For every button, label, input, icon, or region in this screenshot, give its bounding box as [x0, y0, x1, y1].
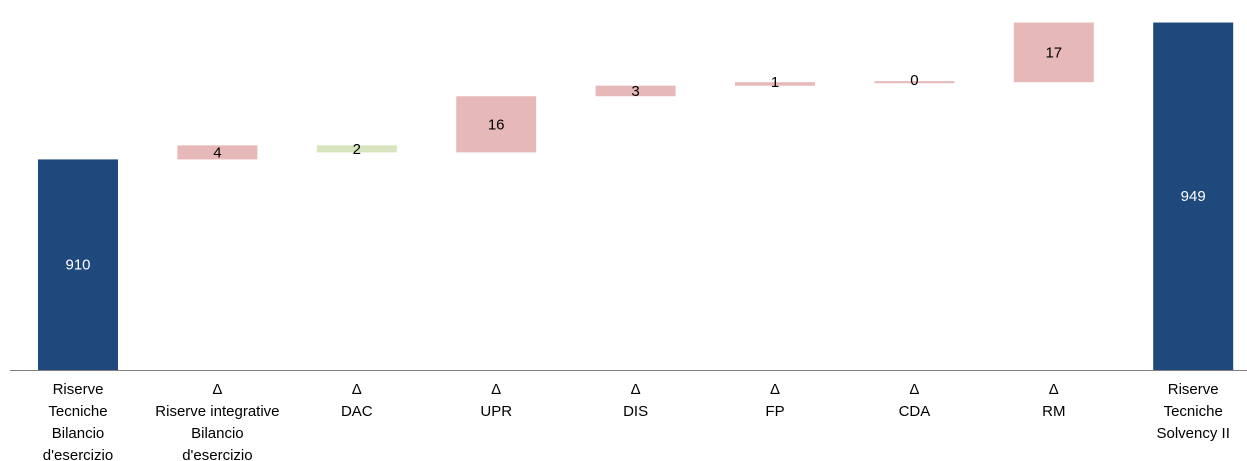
x-tick-label-line: Riserve integrative: [155, 403, 279, 420]
x-tick-label-line: Δ: [631, 381, 641, 398]
value-label: 2: [353, 141, 361, 158]
value-label: 1: [771, 74, 779, 91]
bar: [177, 145, 258, 160]
x-tick-label-line: FP: [765, 403, 784, 420]
x-tick-label-line: Bilancio: [52, 425, 105, 442]
x-tick-label-line: Solvency II: [1157, 425, 1230, 442]
bar: [735, 82, 815, 86]
x-tick-label-line: CDA: [899, 403, 931, 420]
value-label: 17: [1045, 44, 1062, 61]
bar: [595, 85, 676, 97]
bar: [38, 159, 118, 370]
x-tick-label: Riserve Tecniche Solvency II: [1157, 381, 1230, 442]
value-label: 949: [1181, 188, 1206, 205]
x-tick-label-line: Bilancio: [191, 425, 244, 442]
bar: [316, 145, 397, 153]
bar: [874, 81, 955, 84]
x-tick-label-line: Δ: [352, 381, 362, 398]
x-tick-label: Δ DAC: [341, 381, 373, 420]
x-tick-label-line: d'esercizio: [182, 447, 252, 461]
x-tick-label: Δ UPR: [480, 381, 512, 420]
x-tick-label: Δ CDA: [899, 381, 931, 420]
x-tick-label-line: Riserve: [1168, 381, 1219, 398]
x-tick-label-line: DIS: [623, 403, 648, 420]
x-tick-label-line: Δ: [1049, 381, 1059, 398]
x-tick-label-line: Δ: [770, 381, 780, 398]
value-label: 3: [631, 83, 639, 100]
x-tick-label-line: RM: [1042, 403, 1065, 420]
x-tick-label-line: UPR: [480, 403, 512, 420]
value-label: 0: [910, 72, 918, 89]
x-tick-label-line: Δ: [909, 381, 919, 398]
x-tick-label-line: Δ: [491, 381, 501, 398]
bar: [1153, 22, 1234, 370]
x-tick-label-line: DAC: [341, 403, 373, 420]
x-tick-label: Δ DIS: [623, 381, 648, 420]
x-tick-label-line: Tecniche: [1164, 403, 1223, 420]
x-tick-label-line: Riserve: [53, 381, 104, 398]
value-label: 910: [65, 257, 90, 274]
x-tick-label: Riserve Tecniche Bilancio d'esercizio: [43, 381, 113, 461]
x-tick-label: Δ FP: [765, 381, 784, 420]
x-tick-label-line: Δ: [212, 381, 222, 398]
value-label: 4: [213, 144, 221, 161]
x-tick-label-line: Tecniche: [48, 403, 107, 420]
x-tick-label: Δ RM: [1042, 381, 1065, 420]
bar: [456, 96, 537, 153]
bar: [1013, 22, 1094, 83]
x-tick-label-line: d'esercizio: [43, 447, 113, 461]
x-tick-label: Δ Riserve integrative Bilancio d'esercizio: [155, 381, 279, 461]
value-label: 16: [488, 116, 505, 133]
